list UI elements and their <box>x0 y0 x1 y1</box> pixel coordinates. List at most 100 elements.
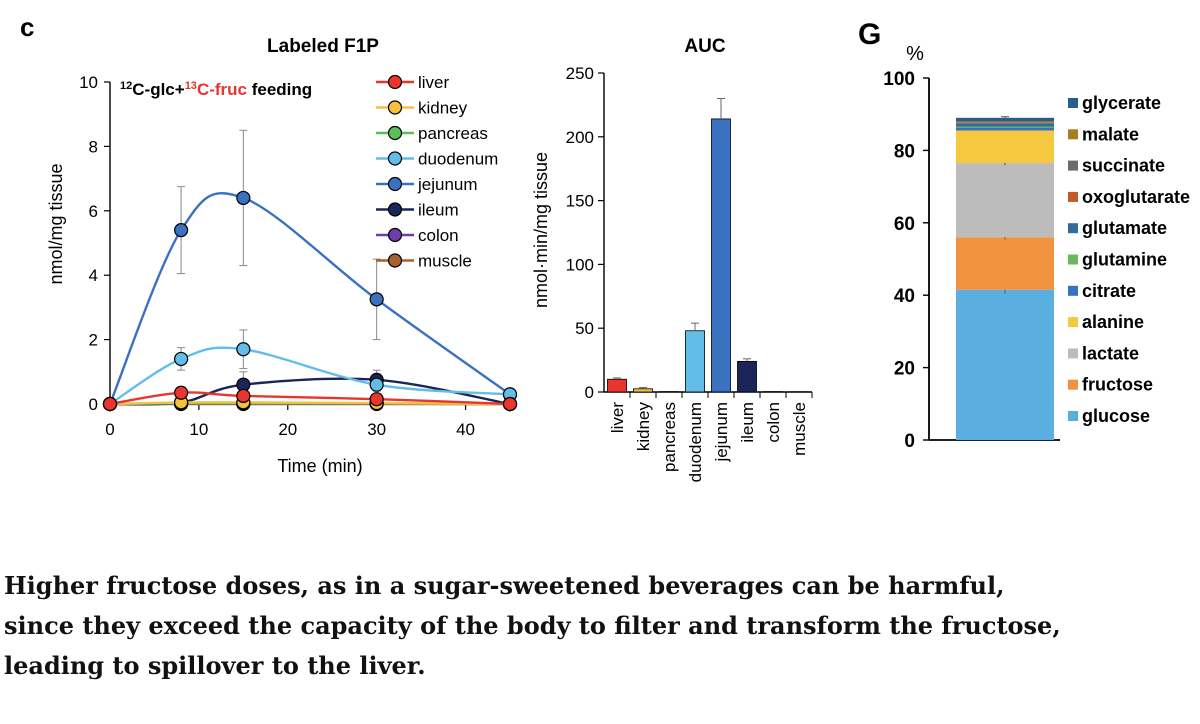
auc-y-tick-label: 250 <box>566 64 594 83</box>
stack-legend-label-lactate: lactate <box>1082 343 1139 363</box>
legend-label-colon: colon <box>418 226 459 245</box>
data-point-liver <box>369 392 384 407</box>
annotation-feeding: feeding <box>247 80 312 99</box>
stack-legend-swatch-glutamate <box>1068 223 1078 234</box>
auc-title: AUC <box>684 36 725 57</box>
stack-ylabel: % <box>906 43 924 65</box>
line-x-tick-label: 30 <box>367 420 386 439</box>
line-y-tick-label: 0 <box>89 395 98 414</box>
stack-legend-swatch-glycerate <box>1068 98 1078 108</box>
stack-legend-label-oxoglutarate: oxoglutarate <box>1082 187 1190 207</box>
stack-segment-citrate <box>956 127 1054 131</box>
stack-legend-swatch-alanine <box>1068 317 1078 328</box>
stack-legend-swatch-citrate <box>1068 285 1078 296</box>
stack-legend-label-fructose: fructose <box>1082 375 1153 395</box>
line-y-tick-label: 4 <box>89 266 98 285</box>
legend-marker-colon <box>387 227 403 243</box>
auc-x-tick-label: kidney <box>634 402 653 452</box>
data-point-duodenum <box>236 342 251 357</box>
legend-marker-duodenum <box>387 151 403 166</box>
auc-x-tick-label: muscle <box>790 402 809 456</box>
data-point-liver <box>102 396 118 412</box>
data-point-jejunum <box>369 292 384 307</box>
annotation-sup-12: 12 <box>120 80 132 92</box>
panel-label-g: G <box>858 18 881 51</box>
line-x-tick-label: 40 <box>456 420 475 439</box>
line-x-tick-label: 20 <box>278 420 297 439</box>
stack-y-tick-label: 0 <box>904 431 915 452</box>
line-chart-xlabel: Time (min) <box>277 456 362 476</box>
stack-legend-label-glycerate: glycerate <box>1082 93 1161 113</box>
data-point-liver <box>174 385 189 400</box>
annotation-sup-13: 13 <box>185 80 197 92</box>
data-point-jejunum <box>174 223 189 238</box>
auc-y-tick-label: 100 <box>566 255 594 274</box>
stack-y-tick-label: 40 <box>894 286 915 307</box>
legend-marker-pancreas <box>387 125 403 141</box>
auc-bar-jejunum <box>711 118 731 393</box>
line-x-tick-label: 10 <box>189 420 208 439</box>
auc-x-tick-label: jejunum <box>712 402 731 463</box>
data-point-liver <box>502 396 518 412</box>
stack-legend-label-malate: malate <box>1082 124 1139 144</box>
stack-legend-swatch-malate <box>1068 129 1078 140</box>
stack-segment-lactate <box>956 163 1054 238</box>
stack-legend-label-alanine: alanine <box>1082 312 1144 332</box>
stack-legend-label-succinate: succinate <box>1082 156 1165 176</box>
stack-legend-swatch-glucose <box>1068 411 1078 421</box>
stack-y-tick-label: 80 <box>894 141 915 162</box>
auc-x-tick-label: duodenum <box>686 402 705 482</box>
auc-y-tick-label: 0 <box>585 383 594 402</box>
line-chart-annotation: 12C-glc+13C-fruc feeding <box>120 80 312 99</box>
auc-bar-duodenum <box>685 330 705 393</box>
stack-legend-swatch-succinate <box>1068 160 1078 171</box>
stack-segment-oxoglutarate <box>956 122 1054 124</box>
auc-x-tick-label: pancreas <box>660 402 679 472</box>
series-line-liver <box>109 391 511 406</box>
auc-y-tick-label: 150 <box>566 192 594 211</box>
auc-x-tick-label: ileum <box>738 402 757 443</box>
series-line-jejunum <box>108 192 511 405</box>
legend-label-duodenum: duodenum <box>418 150 498 169</box>
auc-x-tick-label: colon <box>764 402 783 443</box>
annotation-fruc: C-fruc <box>197 80 247 99</box>
stack-segment-malate <box>956 121 1054 123</box>
stack-y-tick-label: 20 <box>894 359 915 380</box>
line-x-tick-label: 0 <box>105 420 114 439</box>
auc-bar-kidney <box>633 388 653 393</box>
caption: Higher fructose doses, as in a sugar-swe… <box>4 566 1194 686</box>
stack-y-tick-label: 100 <box>883 69 915 90</box>
auc-bar-ileum <box>737 360 757 393</box>
stack-legend-swatch-fructose <box>1068 379 1078 390</box>
line-chart-title: Labeled F1P <box>267 36 379 57</box>
series-line-duodenum <box>109 346 511 406</box>
legend-marker-liver <box>387 74 403 90</box>
line-chart: Labeled F1P 12C-glc+13C-fruc feeding nmo… <box>46 36 518 476</box>
stack-legend-label-citrate: citrate <box>1082 281 1136 301</box>
auc-y-tick-label: 200 <box>566 128 594 147</box>
stack-legend-swatch-lactate <box>1068 348 1078 359</box>
line-y-tick-label: 2 <box>89 331 98 350</box>
auc-bar-chart: AUC nmol·min/mg tissue 0 50 100 150 200 250 li… <box>531 36 813 482</box>
auc-ylabel: nmol·min/mg tissue <box>531 152 551 308</box>
stack-segment-alanine <box>956 130 1054 164</box>
caption-line-2: since they exceed the capacity of the bo… <box>4 611 1061 640</box>
line-y-tick-label: 10 <box>79 73 98 92</box>
stack-segment-succinate <box>956 122 1054 123</box>
stack-segment-fructose <box>956 237 1054 290</box>
auc-y-tick-label: 50 <box>575 319 594 338</box>
legend-label-pancreas: pancreas <box>418 124 488 143</box>
legend-label-jejunum: jejunum <box>417 175 478 194</box>
legend-marker-jejunum <box>387 176 403 192</box>
data-point-liver <box>236 388 251 404</box>
stack-segment-glutamine <box>956 126 1054 128</box>
stack-legend-label-glutamate: glutamate <box>1082 218 1167 238</box>
legend-marker-kidney <box>387 100 403 115</box>
data-point-duodenum <box>174 351 189 367</box>
stack-y-tick-label: 60 <box>894 214 915 235</box>
stack-legend-swatch-oxoglutarate <box>1068 191 1078 202</box>
stack-segment-glutamate <box>956 123 1054 127</box>
legend-label-kidney: kidney <box>418 99 468 118</box>
line-y-tick-label: 8 <box>89 137 98 156</box>
stacked-bar-chart: % 0 20 40 60 80 100 glycerate malate succinate o… <box>883 43 1190 452</box>
